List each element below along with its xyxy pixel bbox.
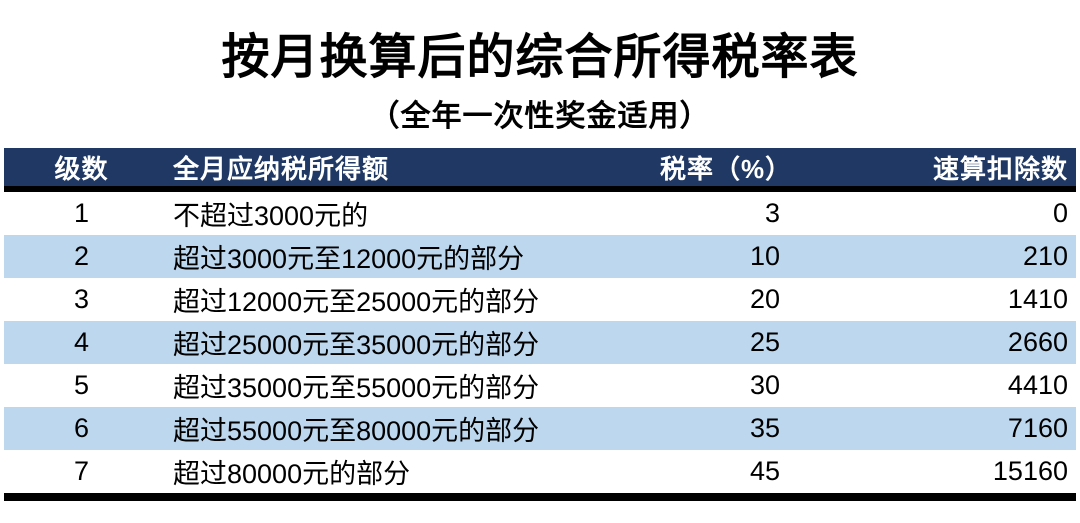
- cell-level: 1: [73, 198, 90, 228]
- cell-quick-deduction: 0: [1052, 198, 1068, 228]
- cell-tax-rate: 3: [764, 198, 780, 228]
- cell-level: 6: [73, 413, 90, 443]
- table-row: 4 超过25000元至35000元的部分 25 2660: [4, 321, 1076, 364]
- cell-quick-deduction: 7160: [1007, 413, 1068, 443]
- tax-table-container: 级数 全月应纳税所得额 税率（%） 速算扣除数 1 不超过3000元的 3 0 …: [4, 148, 1076, 501]
- cell-income-range: 超过3000元至12000元的部分: [173, 244, 525, 274]
- table-row: 3 超过12000元至25000元的部分 20 1410: [4, 278, 1076, 321]
- cell-income-range: 超过80000元的部分: [173, 459, 411, 489]
- cell-quick-deduction: 1410: [1007, 284, 1068, 314]
- page-title: 按月换算后的综合所得税率表: [221, 31, 859, 84]
- cell-quick-deduction: 15160: [992, 456, 1068, 486]
- cell-tax-rate: 10: [749, 241, 780, 271]
- cell-tax-rate: 30: [749, 370, 780, 400]
- cell-level: 5: [73, 370, 90, 400]
- cell-income-range: 超过35000元至55000元的部分: [173, 373, 540, 403]
- header-row: 级数 全月应纳税所得额 税率（%） 速算扣除数: [4, 148, 1076, 192]
- tax-rate-table: 级数 全月应纳税所得额 税率（%） 速算扣除数 1 不超过3000元的 3 0 …: [4, 148, 1076, 493]
- cell-level: 4: [73, 327, 90, 357]
- col-header-quick-deduction: 速算扣除数: [822, 148, 1076, 192]
- table-row: 2 超过3000元至12000元的部分 10 210: [4, 235, 1076, 278]
- cell-tax-rate: 20: [749, 284, 780, 314]
- cell-quick-deduction: 210: [1022, 241, 1068, 271]
- cell-income-range: 不超过3000元的: [173, 201, 369, 231]
- table-body: 1 不超过3000元的 3 0 2 超过3000元至12000元的部分 10 2…: [4, 189, 1076, 493]
- table-row: 5 超过35000元至55000元的部分 30 4410: [4, 364, 1076, 407]
- cell-income-range: 超过12000元至25000元的部分: [173, 287, 540, 317]
- table-row: 7 超过80000元的部分 45 15160: [4, 450, 1076, 493]
- page-subtitle: （全年一次性奖金适用）: [369, 100, 711, 133]
- cell-tax-rate: 25: [749, 327, 780, 357]
- col-header-tax-rate: 税率（%）: [642, 148, 822, 192]
- table-row: 6 超过55000元至80000元的部分 35 7160: [4, 407, 1076, 450]
- table-row: 1 不超过3000元的 3 0: [4, 189, 1076, 235]
- cell-quick-deduction: 4410: [1007, 370, 1068, 400]
- cell-quick-deduction: 2660: [1007, 327, 1068, 357]
- cell-level: 7: [73, 456, 90, 486]
- cell-income-range: 超过55000元至80000元的部分: [173, 416, 540, 446]
- cell-tax-rate: 45: [749, 456, 780, 486]
- col-header-income-range: 全月应纳税所得额: [159, 148, 642, 192]
- cell-income-range: 超过25000元至35000元的部分: [173, 330, 540, 360]
- cell-level: 3: [73, 284, 90, 314]
- cell-level: 2: [73, 241, 90, 271]
- cell-tax-rate: 35: [749, 413, 780, 443]
- col-header-level: 级数: [4, 148, 159, 192]
